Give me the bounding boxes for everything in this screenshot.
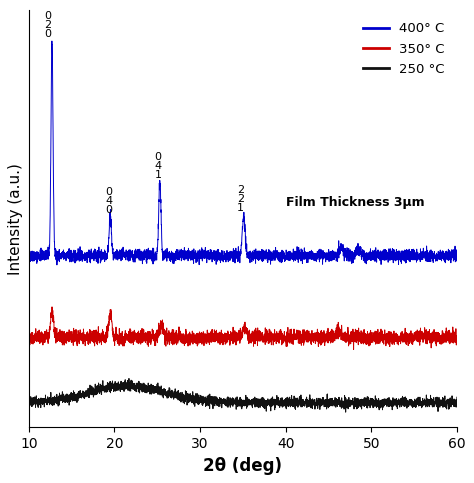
Y-axis label: Intensity (a.u.): Intensity (a.u.)	[9, 163, 23, 275]
Legend: 400° C, 350° C, 250 °C: 400° C, 350° C, 250 °C	[357, 17, 450, 81]
Text: 0
2
0: 0 2 0	[44, 12, 51, 39]
Text: 0
4
0: 0 4 0	[105, 187, 112, 215]
X-axis label: 2θ (deg): 2θ (deg)	[203, 456, 283, 475]
Text: Film Thickness 3μm: Film Thickness 3μm	[286, 196, 424, 209]
Text: 2
2
1: 2 2 1	[237, 185, 244, 213]
Text: 0
4
1: 0 4 1	[155, 153, 162, 180]
